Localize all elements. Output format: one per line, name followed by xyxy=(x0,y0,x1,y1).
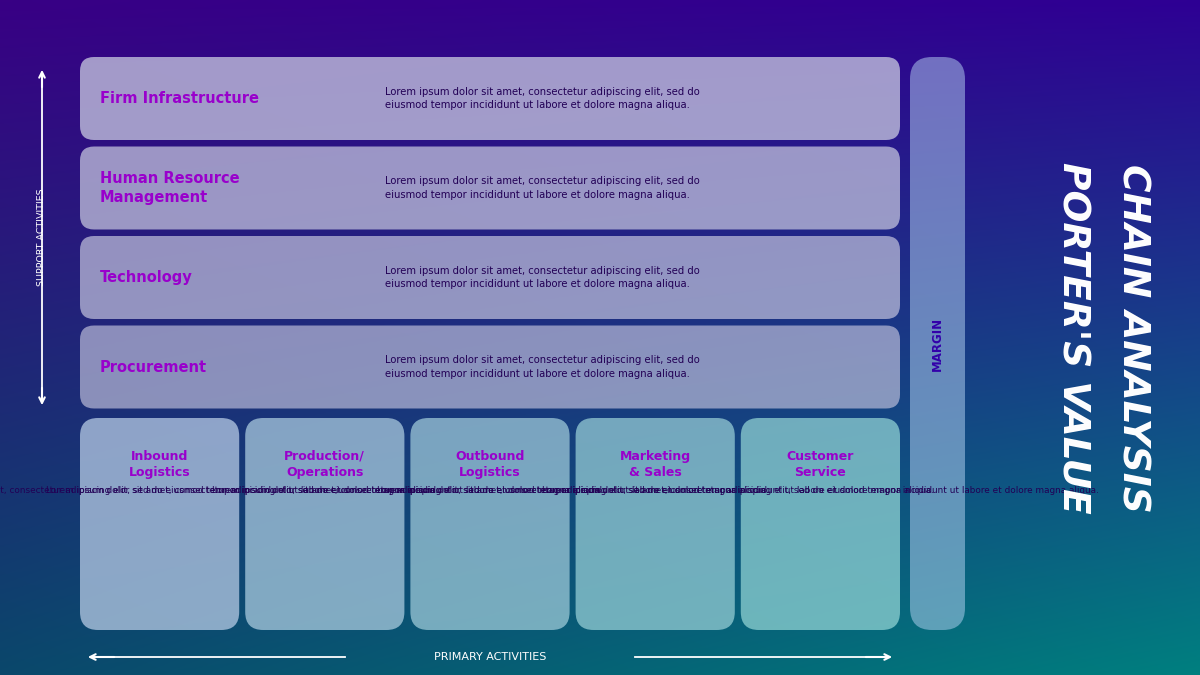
Text: MARGIN: MARGIN xyxy=(931,317,944,371)
Text: Firm Infrastructure: Firm Infrastructure xyxy=(100,91,259,106)
FancyBboxPatch shape xyxy=(410,418,570,630)
Text: Production/
Operations: Production/ Operations xyxy=(284,450,365,479)
FancyBboxPatch shape xyxy=(80,325,900,408)
Text: CHAIN ANALYSIS: CHAIN ANALYSIS xyxy=(1114,163,1150,512)
FancyBboxPatch shape xyxy=(80,146,900,230)
Text: Outbound
Logistics: Outbound Logistics xyxy=(455,450,524,479)
Text: Lorem ipsum dolor sit amet, consectetur adipiscing elit, sed do eiusmod tempor i: Lorem ipsum dolor sit amet, consectetur … xyxy=(542,486,1099,495)
Text: PORTER'S VALUE: PORTER'S VALUE xyxy=(1054,162,1090,514)
Text: Marketing
& Sales: Marketing & Sales xyxy=(619,450,691,479)
Text: Lorem ipsum dolor sit amet, consectetur adipiscing elit, sed do eiusmod tempor i: Lorem ipsum dolor sit amet, consectetur … xyxy=(0,486,438,495)
Text: Lorem ipsum dolor sit amet, consectetur adipiscing elit, sed do eiusmod tempor i: Lorem ipsum dolor sit amet, consectetur … xyxy=(47,486,604,495)
FancyBboxPatch shape xyxy=(576,418,734,630)
Text: Procurement: Procurement xyxy=(100,360,208,375)
Text: Lorem ipsum dolor sit amet, consectetur adipiscing elit, sed do eiusmod tempor i: Lorem ipsum dolor sit amet, consectetur … xyxy=(211,486,768,495)
Text: Lorem ipsum dolor sit amet, consectetur adipiscing elit, sed do
eiusmod tempor i: Lorem ipsum dolor sit amet, consectetur … xyxy=(385,86,700,110)
FancyBboxPatch shape xyxy=(80,57,900,140)
Text: Inbound
Logistics: Inbound Logistics xyxy=(128,450,191,479)
FancyBboxPatch shape xyxy=(245,418,404,630)
Text: PRIMARY ACTIVITIES: PRIMARY ACTIVITIES xyxy=(434,652,546,662)
FancyBboxPatch shape xyxy=(80,418,239,630)
FancyBboxPatch shape xyxy=(740,418,900,630)
Text: Human Resource
Management: Human Resource Management xyxy=(100,171,240,205)
FancyBboxPatch shape xyxy=(80,236,900,319)
Text: SUPPORT ACTIVITIES: SUPPORT ACTIVITIES xyxy=(37,189,47,286)
FancyBboxPatch shape xyxy=(910,57,965,630)
Text: Customer
Service: Customer Service xyxy=(787,450,854,479)
Text: Lorem ipsum dolor sit amet, consectetur adipiscing elit, sed do
eiusmod tempor i: Lorem ipsum dolor sit amet, consectetur … xyxy=(385,176,700,200)
Text: Lorem ipsum dolor sit amet, consectetur adipiscing elit, sed do
eiusmod tempor i: Lorem ipsum dolor sit amet, consectetur … xyxy=(385,266,700,290)
Text: Technology: Technology xyxy=(100,270,193,285)
Text: Lorem ipsum dolor sit amet, consectetur adipiscing elit, sed do eiusmod tempor i: Lorem ipsum dolor sit amet, consectetur … xyxy=(377,486,934,495)
Text: Lorem ipsum dolor sit amet, consectetur adipiscing elit, sed do
eiusmod tempor i: Lorem ipsum dolor sit amet, consectetur … xyxy=(385,355,700,379)
